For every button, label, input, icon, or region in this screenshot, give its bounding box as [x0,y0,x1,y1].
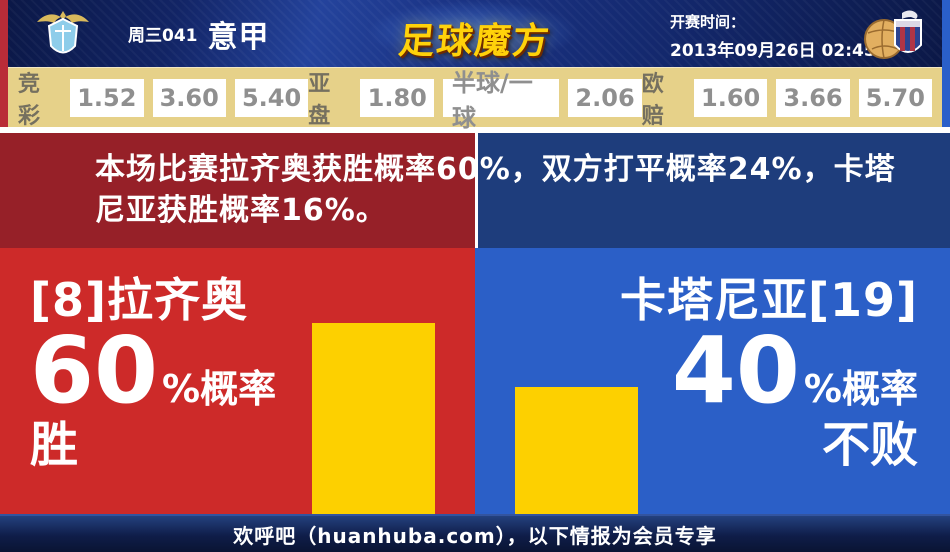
odds-group-oupei: 欧赔 1.60 3.66 5.70 [641,66,933,130]
away-team-crest [862,7,924,67]
kickoff-info: 开赛时间： 2013年09月26日 02:45 [670,11,876,61]
lazio-eagle-icon [37,11,89,54]
oupei-away-odds: 5.70 [858,78,933,117]
match-code: 周三041 [128,26,198,46]
divider-band [0,127,950,133]
home-team-name: [8]拉齐奥 [30,273,249,327]
yapan-home-odds: 1.80 [360,78,435,117]
home-team-crest [34,7,92,65]
oupei-home-odds: 1.60 [693,78,768,117]
analysis-red-panel [0,133,475,248]
probability-section: [8]拉齐奥 60 %概率 胜 卡塔尼亚[19] 40 %概率 不败 [0,248,950,514]
home-probability-bar [312,323,435,514]
home-probability-suffix: %概率 [162,367,277,411]
away-probability-bar [515,387,638,514]
jingcai-home-odds: 1.52 [70,78,144,117]
league-name: 意甲 [207,19,270,55]
oupei-draw-odds: 3.66 [776,78,850,117]
analysis-blue-panel [478,133,950,248]
away-probability-value: 40 [671,317,800,424]
jingcai-label: 竞彩 [18,71,41,129]
odds-group-jingcai: 竞彩 1.52 3.60 5.40 [18,66,309,130]
yapan-handicap: 半球/一球 [443,69,560,132]
footer-text: 欢呼吧（huanhuba.com），以下情报为会员专享 [233,523,717,548]
analysis-text: 本场比赛拉齐奥获胜概率60%，双方打平概率24%，卡塔 尼亚获胜概率16%。 [95,152,896,228]
footer-banner: 欢呼吧（huanhuba.com），以下情报为会员专享 [0,514,950,552]
header-bar: 周三041 意甲 足球魔方 开赛时间： 2013年09月26日 02:45 [8,0,942,67]
oupei-label: 欧赔 [641,71,664,129]
match-info: 周三041 意甲 [128,0,270,67]
yapan-away-odds: 2.06 [568,78,642,117]
home-probability-value: 60 [30,317,159,424]
analysis-section: 本场比赛拉齐奥获胜概率60%，双方打平概率24%，卡塔 尼亚获胜概率16%。 [0,133,950,248]
odds-bar: 竞彩 1.52 3.60 5.40 亚盘 1.80 半球/一球 2.06 欧赔 … [8,66,942,132]
yapan-label: 亚盘 [308,71,331,129]
away-probability-block: 卡塔尼亚[19] 40 %概率 不败 [620,272,918,474]
home-probability-block: [8]拉齐奥 60 %概率 胜 [30,272,276,474]
away-probability-line: 40 %概率 [620,317,918,424]
home-outcome-label: 胜 [30,417,79,473]
away-team-name: 卡塔尼亚[19] [619,273,918,327]
right-blue-accent-strip [942,0,950,127]
jingcai-away-odds: 5.40 [234,78,309,117]
away-outcome-label: 不败 [821,417,918,473]
top-region: 周三041 意甲 足球魔方 开赛时间： 2013年09月26日 02:45 [0,0,950,133]
kickoff-time: 2013年09月26日 02:45 [670,41,876,61]
catania-crest-icon [864,10,922,59]
away-probability-suffix: %概率 [803,367,918,411]
odds-group-yapan: 亚盘 1.80 半球/一球 2.06 [308,66,642,132]
home-probability-line: 60 %概率 [30,317,277,424]
analysis-divider [475,133,478,248]
kickoff-label: 开赛时间： [670,13,746,31]
jingcai-draw-odds: 3.60 [152,78,226,117]
left-red-accent-strip [0,0,8,127]
